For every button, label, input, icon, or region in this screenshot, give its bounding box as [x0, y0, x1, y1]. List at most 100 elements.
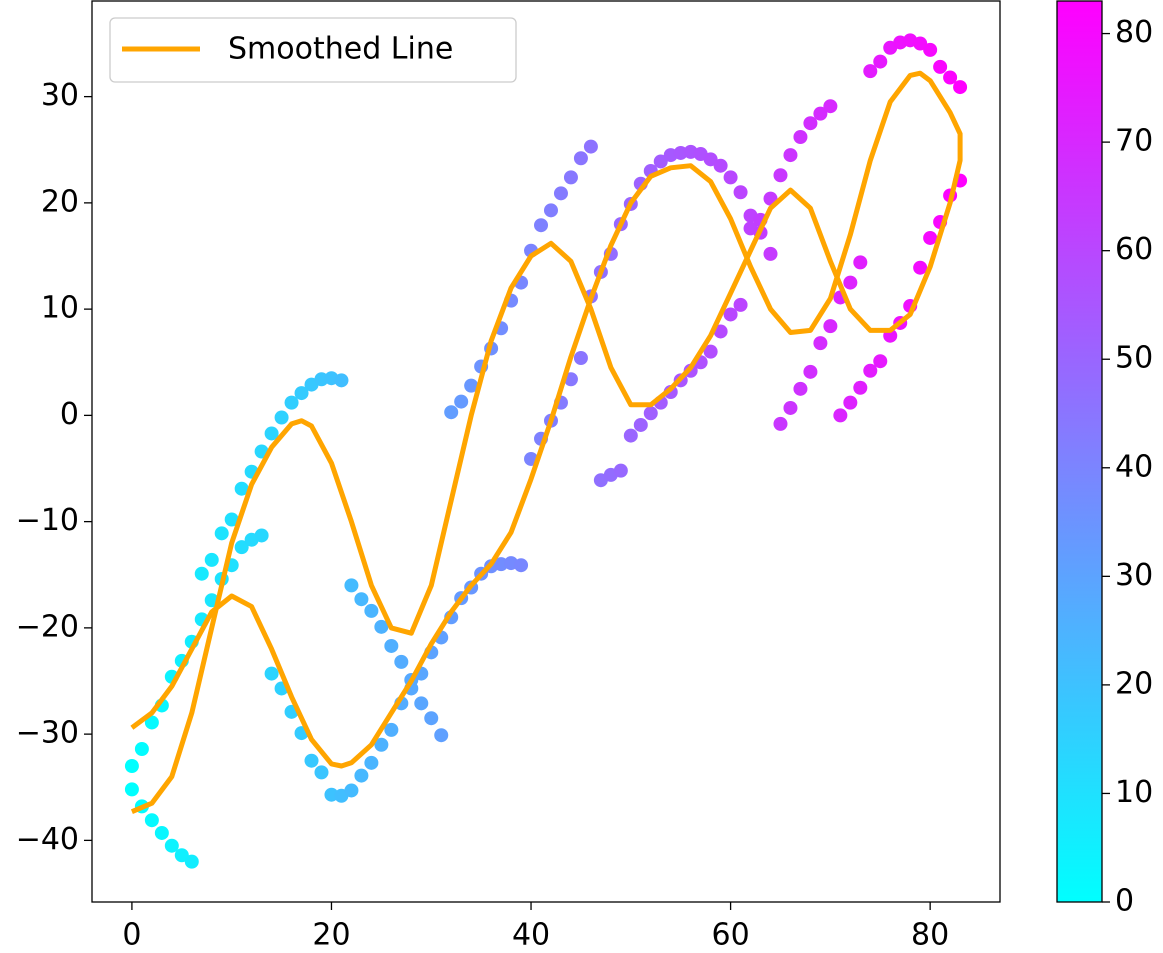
scatter-point [773, 416, 788, 431]
scatter-point [863, 363, 878, 378]
colorbar [1056, 0, 1103, 903]
scatter-point [264, 666, 279, 681]
scatter-point [314, 765, 329, 780]
scatter-point [234, 481, 249, 496]
x-tick-label: 0 [122, 918, 141, 953]
scatter-point [803, 116, 818, 131]
scatter-point [813, 106, 828, 121]
scatter-point [344, 783, 359, 798]
scatter-point [344, 578, 359, 593]
scatter-point [334, 373, 349, 388]
scatter-point [873, 354, 888, 369]
scatter-point [933, 59, 948, 74]
legend: Smoothed Line [109, 17, 517, 83]
scatter-point [294, 386, 309, 401]
scatter-point [534, 218, 549, 233]
scatter-point [843, 275, 858, 290]
scatter-point [274, 410, 289, 425]
scatter-point [144, 715, 159, 730]
x-tick-label: 40 [512, 918, 550, 953]
scatter-point [583, 139, 598, 154]
scatter-point [573, 151, 588, 166]
colorbar-tick-label: 70 [1115, 124, 1153, 159]
x-tick-label: 80 [911, 918, 949, 953]
scatter-point [374, 619, 389, 634]
y-tick-label: 0 [60, 397, 79, 432]
scatter-point [354, 592, 369, 607]
y-tick-label: 10 [41, 291, 79, 326]
scatter-point [783, 400, 798, 415]
scatter-point [833, 408, 848, 423]
scatter-point [464, 378, 479, 393]
scatter-point [913, 260, 928, 275]
smoothed-line [130, 70, 963, 815]
scatter-point [703, 344, 718, 359]
colorbar-tick-label: 20 [1115, 666, 1153, 701]
scatter-point [573, 351, 588, 365]
scatter-point [923, 42, 938, 57]
y-tick-label: −30 [16, 716, 79, 751]
scatter-point [384, 722, 399, 737]
scatter-point [124, 759, 139, 773]
y-tick-label: −40 [16, 822, 79, 857]
scatter-point [364, 603, 379, 618]
scatter-point [703, 152, 718, 167]
scatter-point [863, 64, 878, 79]
scatter-point [723, 170, 738, 185]
scatter-point [803, 364, 818, 379]
scatter-point [144, 813, 159, 828]
scatter-point [843, 395, 858, 410]
scatter-point [613, 463, 628, 478]
y-tick-label: −10 [16, 503, 79, 538]
scatter-point [184, 854, 199, 869]
x-tick-label: 60 [711, 918, 749, 953]
scatter-point [553, 186, 568, 201]
y-tick-label: 20 [41, 184, 79, 219]
scatter-point [444, 405, 459, 420]
scatter-point [953, 80, 968, 95]
scatter-point [364, 755, 379, 770]
scatter-point [923, 230, 938, 245]
scatter-point [304, 753, 319, 768]
colorbar-tick-label: 60 [1115, 232, 1153, 267]
scatter-point [174, 848, 189, 863]
scatter-point [264, 426, 279, 441]
scatter-point [284, 395, 299, 410]
scatter-point [154, 825, 169, 840]
scatter-point [813, 336, 828, 351]
scatter-point [853, 255, 868, 270]
scatter-point [434, 728, 449, 743]
y-tick-label: −20 [16, 609, 79, 644]
scatter-point [234, 540, 249, 555]
legend-box [109, 17, 517, 83]
scatter-point [733, 185, 748, 200]
scatter-point [204, 552, 219, 567]
scatter-point [424, 711, 439, 726]
scatter-point [354, 768, 369, 783]
scatter-point [134, 742, 149, 756]
scatter-point [633, 417, 648, 432]
scatter-point [713, 324, 728, 339]
colorbar-tick-label: 10 [1115, 775, 1153, 810]
legend-label: Smoothed Line [228, 32, 453, 67]
scatter-point [414, 696, 429, 711]
scatter-point [653, 154, 668, 169]
scatter-point [224, 512, 239, 527]
scatter-point [713, 158, 728, 173]
scatter-point [563, 170, 578, 185]
scatter-point [853, 380, 868, 395]
scatter-point [623, 428, 638, 443]
scatter-point [943, 70, 958, 85]
scatter-point [793, 381, 808, 396]
scatter-point [823, 99, 838, 114]
scatter-point [214, 526, 229, 541]
scatter-point [124, 782, 139, 797]
colorbar-tick-label: 30 [1115, 558, 1153, 593]
axes-frame [91, 0, 1001, 903]
scatter-point [254, 528, 269, 543]
colorbar-tick-label: 80 [1115, 15, 1153, 50]
scatter-point [643, 406, 658, 421]
scatter-point [913, 36, 928, 51]
scatter-point [733, 297, 748, 312]
